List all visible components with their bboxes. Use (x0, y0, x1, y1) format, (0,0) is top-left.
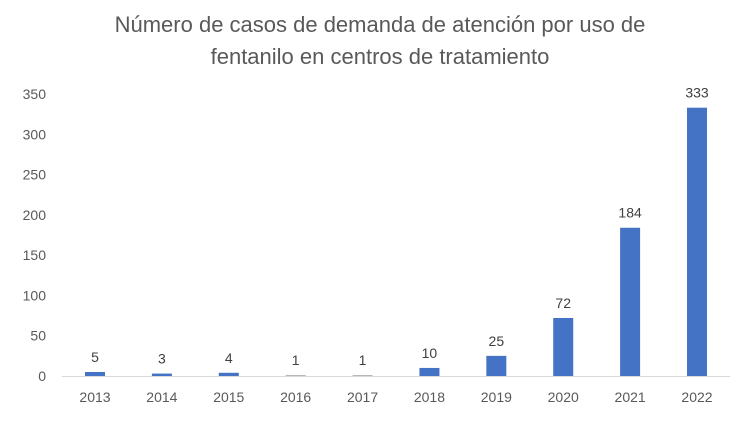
data-label: 333 (685, 85, 709, 101)
y-tick-label: 250 (23, 167, 47, 183)
x-tick-label: 2021 (615, 389, 646, 405)
bar-2018 (419, 367, 440, 376)
x-tick-label: 2020 (548, 389, 579, 405)
data-label: 184 (618, 205, 642, 221)
data-label: 5 (91, 349, 99, 365)
data-label: 72 (555, 295, 571, 311)
bar-2016 (285, 375, 306, 376)
data-label: 25 (489, 333, 505, 349)
y-tick-label: 100 (23, 287, 47, 303)
chart-title-line-1: Número de casos de demanda de atención p… (115, 12, 646, 37)
bar-2022 (687, 107, 707, 376)
bar-2017 (352, 375, 373, 376)
chart-title-line-2: fentanilo en centros de tratamiento (211, 44, 550, 69)
bar-2013 (85, 371, 105, 376)
x-tick-label: 2017 (347, 389, 378, 405)
x-tick-label: 2019 (481, 389, 512, 405)
bar-2014 (151, 373, 172, 376)
data-label: 1 (359, 352, 367, 368)
x-tick-label: 2018 (414, 389, 445, 405)
x-tick-label: 2015 (213, 389, 244, 405)
data-label: 1 (292, 352, 300, 368)
data-label: 10 (422, 345, 438, 361)
y-tick-label: 0 (38, 368, 46, 384)
bar-2020 (553, 317, 574, 376)
x-tick-label: 2022 (681, 389, 712, 405)
bar-2019 (486, 355, 507, 376)
y-tick-label: 50 (30, 328, 46, 344)
x-tick-label: 2014 (146, 389, 177, 405)
data-label: 4 (225, 350, 233, 366)
bar-2015 (218, 372, 239, 376)
data-label: 3 (158, 351, 166, 367)
y-tick-label: 150 (23, 247, 47, 263)
x-tick-label: 2016 (280, 389, 311, 405)
x-tick-label: 2013 (79, 389, 110, 405)
bar-2021 (620, 227, 641, 376)
y-tick-label: 350 (23, 86, 47, 102)
y-tick-label: 300 (23, 126, 47, 142)
y-tick-label: 200 (23, 207, 47, 223)
